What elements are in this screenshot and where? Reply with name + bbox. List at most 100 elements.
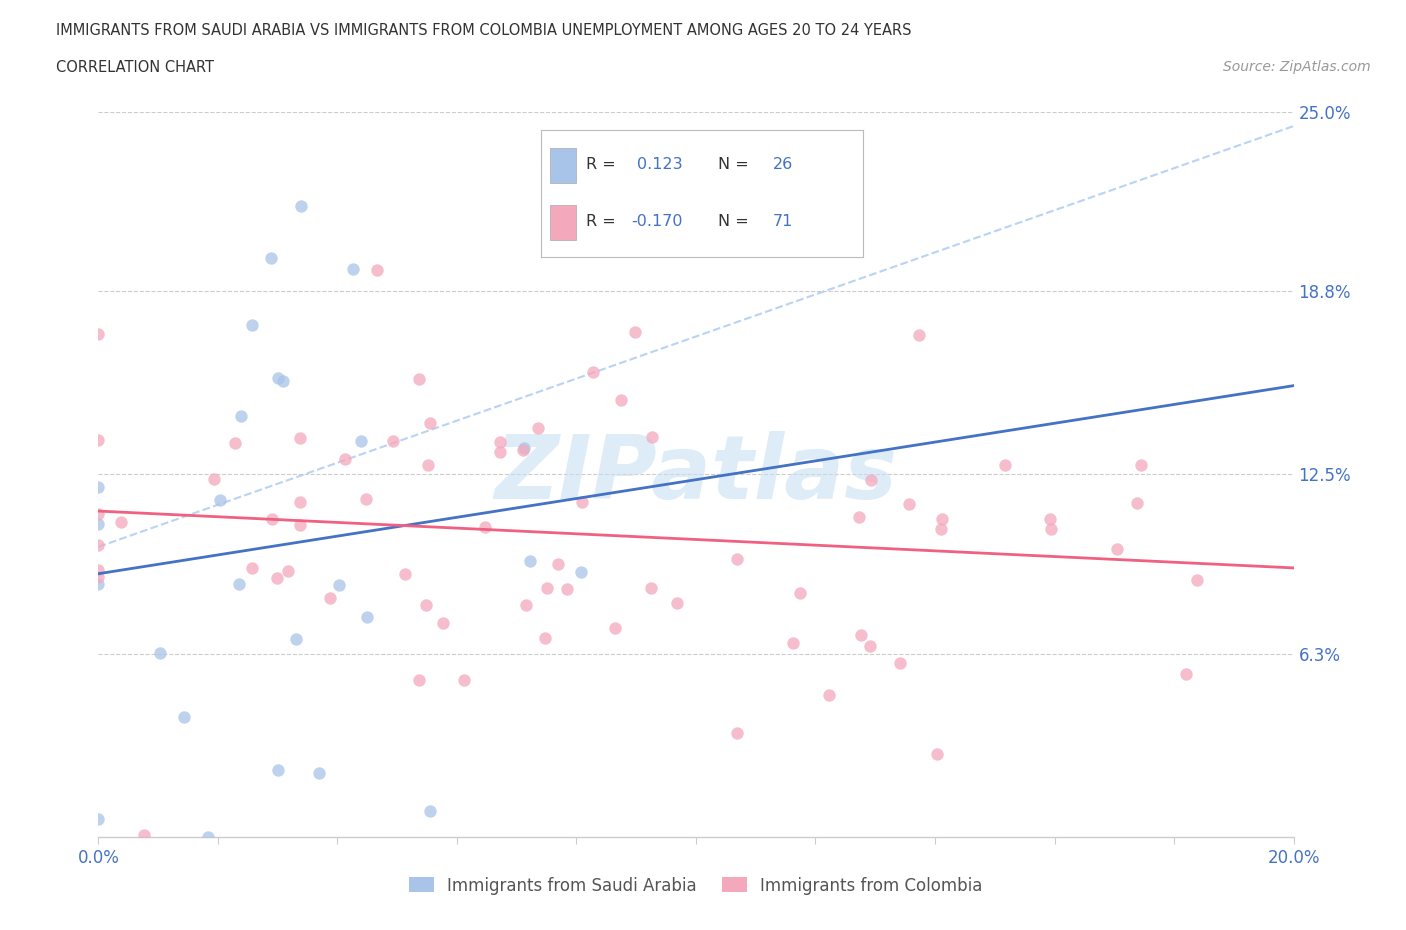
Point [87, 432, 110, 447]
Point [285, 631, 308, 646]
Point [328, 578, 350, 592]
Point [290, 431, 312, 445]
Point [474, 520, 496, 535]
Point [848, 510, 870, 525]
Point [536, 580, 558, 595]
Point [134, 828, 156, 843]
Point [356, 609, 378, 624]
Point [818, 687, 841, 702]
Point [489, 445, 512, 459]
Point [1185, 573, 1208, 588]
Point [87, 326, 110, 341]
Point [208, 493, 231, 508]
Point [87, 479, 110, 494]
Point [725, 725, 748, 740]
Point [416, 458, 439, 472]
Point [266, 571, 288, 586]
Point [640, 580, 662, 595]
Point [382, 433, 405, 448]
Point [240, 561, 263, 576]
Point [534, 631, 557, 645]
Point [624, 325, 647, 339]
Point [260, 250, 283, 265]
Point [349, 433, 371, 448]
Point [290, 517, 312, 532]
Point [908, 327, 931, 342]
Point [432, 616, 454, 631]
Point [354, 492, 377, 507]
Point [149, 645, 172, 660]
Point [335, 452, 357, 467]
Point [419, 804, 441, 818]
Point [489, 435, 512, 450]
Point [394, 566, 416, 581]
Point [87, 569, 110, 584]
Point [1039, 522, 1062, 537]
Point [526, 420, 548, 435]
Point [898, 496, 921, 511]
Point [87, 538, 110, 552]
Point [512, 442, 534, 457]
Point [87, 563, 110, 578]
Point [519, 553, 541, 568]
Point [641, 430, 664, 445]
Point [240, 317, 263, 332]
Point [515, 597, 537, 612]
Point [859, 472, 882, 487]
Point [408, 371, 430, 386]
Point [224, 436, 246, 451]
Text: Source: ZipAtlas.com: Source: ZipAtlas.com [1223, 60, 1371, 74]
Text: CORRELATION CHART: CORRELATION CHART [56, 60, 214, 75]
Point [789, 585, 811, 600]
Point [419, 416, 441, 431]
Point [231, 408, 253, 423]
Point [308, 766, 330, 781]
Point [266, 763, 288, 777]
Point [610, 392, 633, 407]
Point [173, 710, 195, 724]
Point [1174, 667, 1197, 682]
Point [1129, 458, 1152, 472]
Point [290, 198, 312, 213]
Point [453, 672, 475, 687]
Point [408, 672, 430, 687]
Point [782, 635, 804, 650]
Point [513, 440, 536, 455]
Point [889, 656, 911, 671]
Point [994, 458, 1017, 472]
Point [262, 512, 284, 526]
Point [366, 263, 388, 278]
Point [228, 577, 250, 591]
Point [1039, 512, 1062, 526]
Point [267, 370, 290, 385]
Point [571, 495, 593, 510]
Text: ZIPatlas: ZIPatlas [495, 431, 897, 518]
Point [1107, 542, 1129, 557]
Legend: Immigrants from Saudi Arabia, Immigrants from Colombia: Immigrants from Saudi Arabia, Immigrants… [402, 870, 990, 901]
Point [271, 373, 294, 388]
Point [319, 591, 342, 605]
Point [110, 514, 132, 529]
Point [87, 577, 110, 591]
Point [666, 595, 689, 610]
Point [342, 261, 364, 276]
Point [555, 581, 578, 596]
Point [931, 512, 953, 526]
Point [277, 564, 299, 578]
Point [849, 628, 872, 643]
Point [569, 565, 592, 579]
Point [288, 495, 311, 510]
Point [605, 621, 627, 636]
Point [197, 830, 219, 844]
Point [87, 812, 110, 827]
Point [859, 638, 882, 653]
Point [87, 516, 110, 531]
Point [415, 597, 437, 612]
Point [547, 556, 569, 571]
Point [929, 521, 952, 536]
Point [725, 551, 748, 566]
Point [202, 472, 225, 486]
Point [927, 746, 949, 761]
Point [1125, 496, 1147, 511]
Point [582, 365, 605, 379]
